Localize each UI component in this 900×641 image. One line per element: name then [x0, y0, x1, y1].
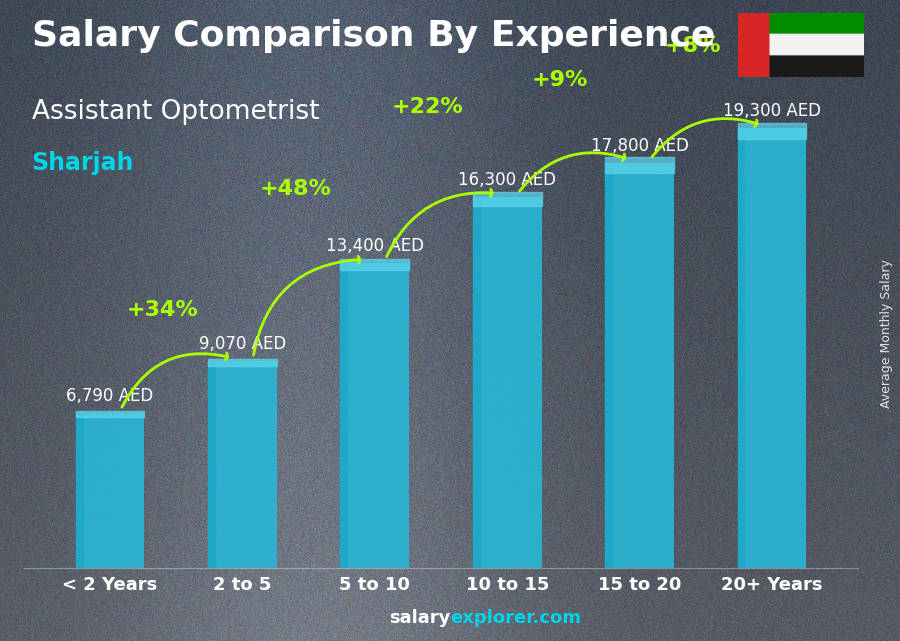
Text: +8%: +8% [664, 35, 721, 56]
Text: Assistant Optometrist: Assistant Optometrist [32, 99, 319, 126]
Bar [605, 163, 612, 568]
Text: salary: salary [389, 609, 450, 627]
Bar [472, 192, 542, 206]
Text: +22%: +22% [392, 97, 464, 117]
Bar [605, 158, 674, 172]
Text: 19,300 AED: 19,300 AED [723, 103, 821, 121]
Text: +48%: +48% [259, 179, 331, 199]
Text: 16,300 AED: 16,300 AED [458, 171, 556, 188]
Bar [208, 361, 277, 568]
Text: 9,070 AED: 9,070 AED [199, 335, 286, 353]
Text: explorer.com: explorer.com [450, 609, 581, 627]
Bar [208, 361, 215, 568]
Text: 17,800 AED: 17,800 AED [590, 137, 688, 154]
Bar [472, 197, 480, 568]
Bar [340, 259, 410, 271]
Bar [208, 358, 277, 367]
Bar [76, 413, 83, 568]
Text: 13,400 AED: 13,400 AED [326, 237, 424, 254]
Text: 6,790 AED: 6,790 AED [67, 387, 154, 405]
Bar [737, 128, 744, 568]
Bar [737, 128, 806, 568]
Bar [605, 163, 674, 568]
Bar [737, 123, 806, 139]
Bar [340, 263, 410, 568]
Text: Sharjah: Sharjah [32, 151, 134, 174]
Text: +34%: +34% [127, 300, 199, 320]
Text: +9%: +9% [532, 70, 589, 90]
Bar [76, 413, 145, 568]
Text: Average Monthly Salary: Average Monthly Salary [880, 259, 893, 408]
Bar [472, 197, 542, 568]
Text: Salary Comparison By Experience: Salary Comparison By Experience [32, 19, 715, 53]
Bar [340, 263, 347, 568]
Bar [76, 411, 145, 417]
